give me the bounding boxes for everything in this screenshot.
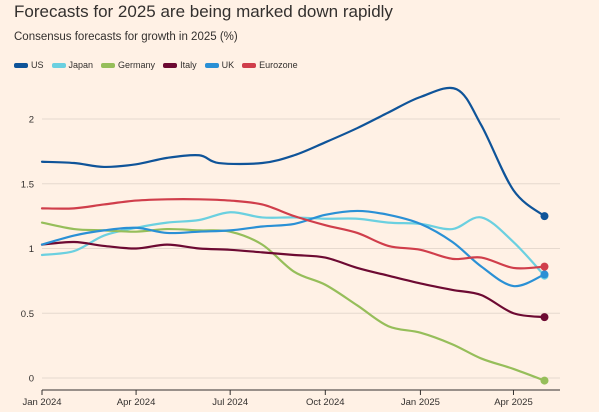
- y-tick-label: 2: [29, 115, 34, 126]
- legend-label: Italy: [180, 60, 197, 70]
- legend-swatch: [242, 62, 257, 68]
- series-line-japan: [40, 211, 546, 277]
- legend-label: UK: [221, 60, 235, 70]
- legend-item-germany: Germany: [101, 60, 155, 70]
- x-tick-label: Jan 2025: [401, 397, 440, 408]
- legend-label: Eurozone: [259, 60, 298, 70]
- series-line-italy: [40, 240, 546, 319]
- series-end-marker-eurozone: [540, 262, 549, 271]
- y-tick-label: 1.5: [21, 179, 34, 190]
- legend-label: Japan: [68, 60, 94, 70]
- y-tick-label: 0: [29, 374, 34, 385]
- x-tick-label: Jul 2024: [212, 397, 248, 408]
- page-subtitle: Consensus forecasts for growth in 2025 (…: [14, 31, 238, 43]
- legend-item-eurozone: Eurozone: [242, 60, 298, 70]
- x-tick-label: Apr 2025: [494, 397, 533, 408]
- legend-label: US: [31, 60, 44, 70]
- series-end-marker-germany: [540, 376, 549, 385]
- x-tick-label: Oct 2024: [306, 397, 345, 408]
- x-tick-label: Apr 2024: [117, 397, 156, 408]
- x-tick-label: Jan 2024: [22, 397, 61, 408]
- legend-item-italy: Italy: [163, 60, 197, 70]
- series-line-uk: [40, 209, 546, 288]
- legend-item-uk: UK: [204, 60, 235, 70]
- series-end-marker-uk: [540, 270, 549, 279]
- series-line-eurozone: [40, 198, 546, 270]
- legend-item-us: US: [14, 60, 44, 70]
- chart-legend: US Japan Germany Italy UK Eurozone: [14, 60, 306, 70]
- legend-swatch: [51, 62, 66, 68]
- y-tick-label: 1: [29, 244, 34, 255]
- series-end-marker-us: [540, 212, 549, 221]
- legend-swatch: [14, 62, 28, 68]
- legend-swatch: [163, 62, 178, 68]
- page-title: Forecasts for 2025 are being marked down…: [14, 2, 393, 21]
- series-end-marker-italy: [540, 313, 549, 322]
- series-line-us: [40, 86, 546, 218]
- series-line-germany: [40, 221, 546, 382]
- legend-item-japan: Japan: [51, 60, 94, 70]
- y-tick-label: 0.5: [21, 309, 34, 320]
- legend-swatch: [204, 62, 219, 68]
- legend-label: Germany: [118, 60, 156, 70]
- legend-swatch: [101, 62, 116, 68]
